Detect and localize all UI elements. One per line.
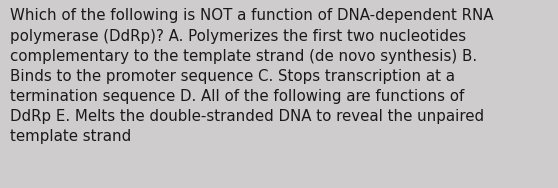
Text: Which of the following is NOT a function of DNA-dependent RNA
polymerase (DdRp)?: Which of the following is NOT a function… (10, 8, 493, 144)
